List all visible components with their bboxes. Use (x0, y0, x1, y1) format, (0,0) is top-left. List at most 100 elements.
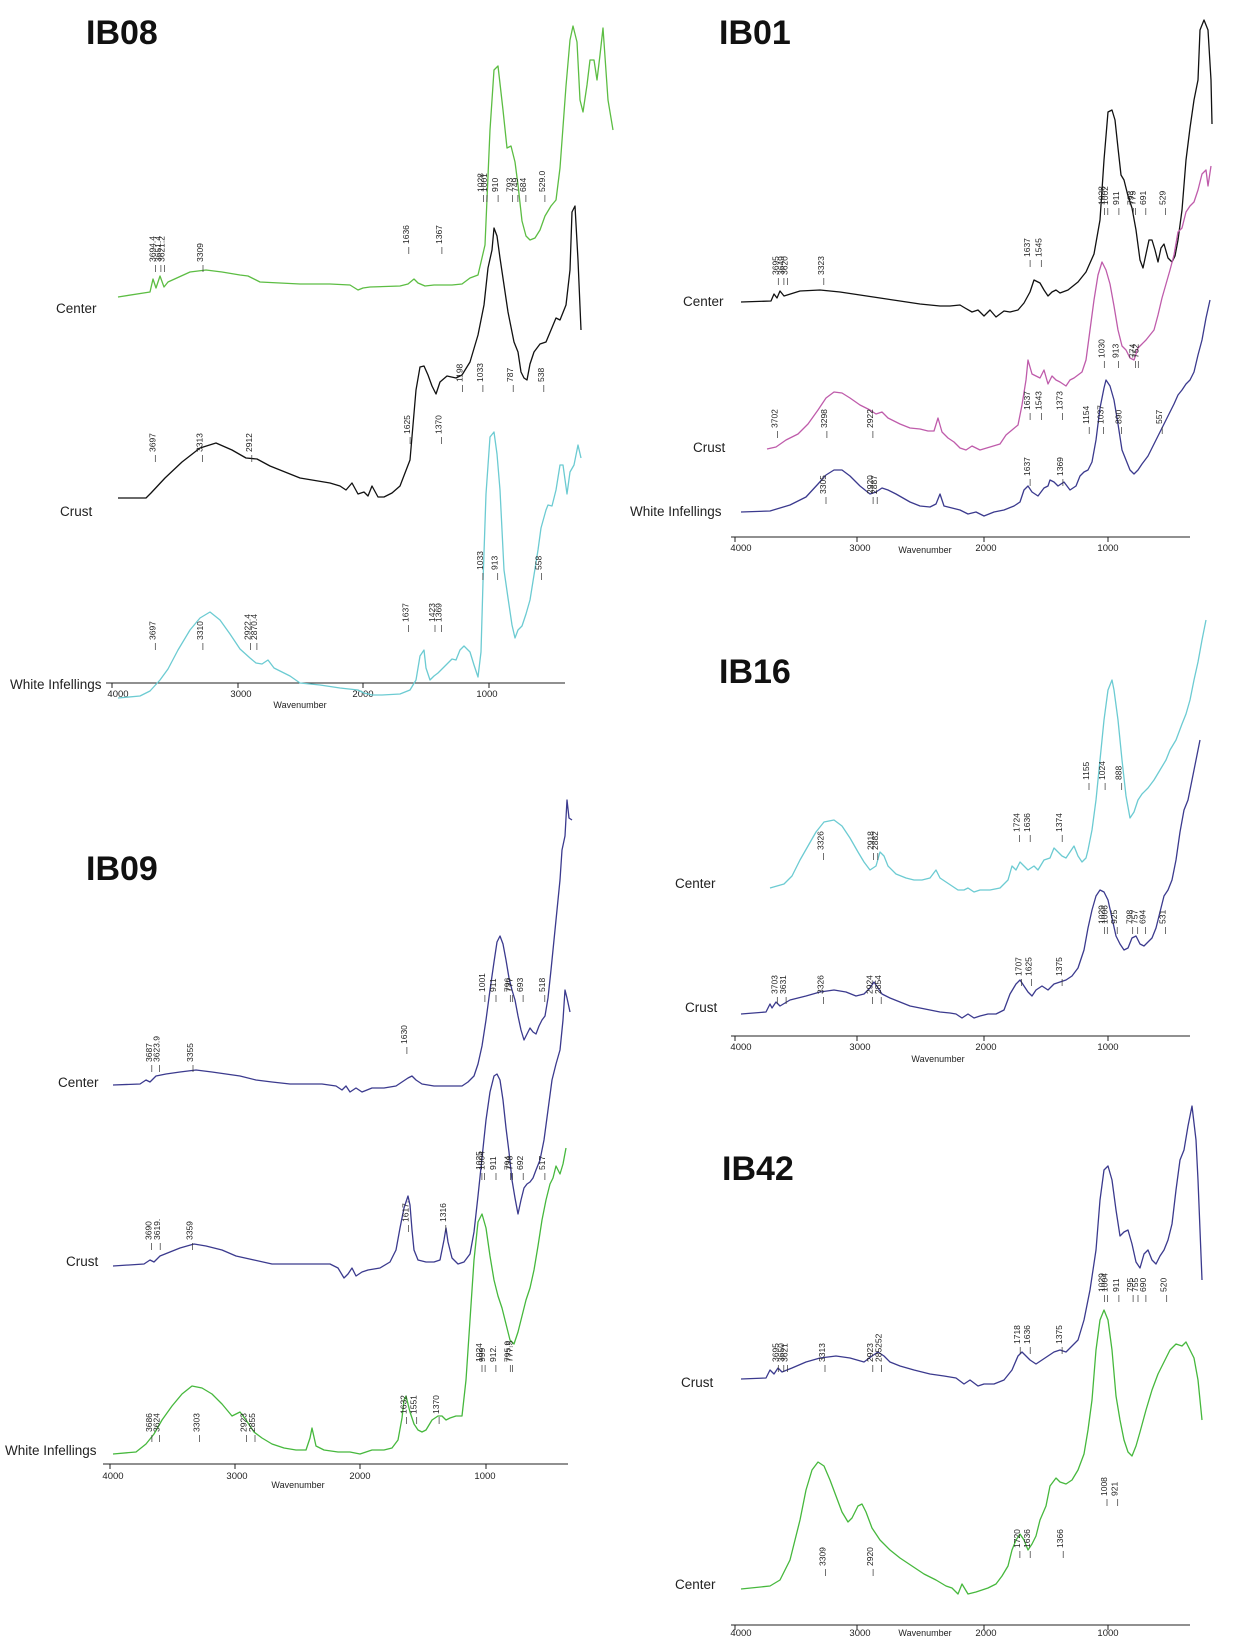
peak-label: 2870.4 (249, 614, 259, 640)
peak-label: 2924 (865, 975, 875, 994)
peak-label: 1029 (1097, 905, 1107, 924)
x-tick-label: 2000 (975, 1628, 996, 1637)
peak-label: 774 (1128, 344, 1138, 358)
x-axis: 4000 3000 2000 1000 Wavenumber (106, 682, 565, 710)
peak-label: 1637 (1022, 457, 1032, 476)
peak-label: 1370 (434, 415, 444, 434)
peak-label: 3313 (817, 1343, 827, 1362)
peak-label: 1037 (1096, 405, 1106, 424)
peak-label: 3690 (143, 1221, 153, 1240)
peak-label: 3687 (144, 1043, 154, 1062)
row-label: Center (675, 1577, 716, 1592)
peak-label: 1636 (1022, 1529, 1032, 1548)
peak-label: 775 (1128, 191, 1138, 205)
peak-label: 285252 (873, 1333, 883, 1362)
peak-label: 1029 (1097, 1273, 1107, 1292)
peak-label: 1636 (1022, 1325, 1032, 1344)
peak-label: 3310 (195, 621, 205, 640)
spectrum-crust (118, 205, 582, 499)
peak-label: 1375 (1054, 1325, 1064, 1344)
x-tick-label: 3000 (849, 1042, 870, 1053)
x-tick-label: 3000 (849, 1628, 870, 1637)
peak-label: 1630 (399, 1025, 409, 1044)
row-label: Crust (66, 1254, 99, 1269)
peak-label: 1316 (438, 1203, 448, 1222)
peak-label: 787 (505, 368, 515, 382)
x-tick-label: 3000 (849, 543, 870, 554)
peak-label: 518 (537, 978, 547, 992)
spectrum-crust (740, 1105, 1203, 1387)
row-label: White Infellings (630, 504, 722, 519)
peak-label: 3313 (195, 433, 205, 452)
peak-label: 3355 (185, 1043, 195, 1062)
peak-label: 3298 (819, 409, 829, 428)
spectrum-center (740, 1309, 1203, 1595)
peak-label: 1366 (1055, 1529, 1065, 1548)
peak-label: 3649 (776, 256, 786, 275)
peak-label: 3624 (152, 1413, 162, 1432)
peak-label: 2922.4 (243, 614, 253, 640)
panel-title: IB09 (86, 850, 158, 888)
peak-label: 1004 (1100, 1273, 1110, 1292)
x-tick-label: 3000 (230, 689, 251, 700)
peak-label: 911 (1111, 1278, 1121, 1292)
peak-label: 2920 (865, 1547, 875, 1566)
peak-label: 1636 (1022, 813, 1032, 832)
peak-label: 1707 (1014, 957, 1024, 976)
peak-label: 1024 (474, 1343, 484, 1362)
peak-label: 1028 (476, 173, 486, 192)
peak-label: 1724 (1011, 813, 1021, 832)
peak-label: 531 (1157, 910, 1167, 924)
peak-label: 2923 (239, 1413, 249, 1432)
peak-label: 1370 (431, 1395, 441, 1414)
peak-label: 921 (1110, 1482, 1120, 1496)
peak-label: 3703 (769, 975, 779, 994)
peak-label: 3695 (770, 1343, 780, 1362)
peak-label: 3621.2 (157, 236, 167, 262)
peak-label: 1024 (1097, 761, 1107, 780)
peak-label: 3697 (147, 621, 157, 640)
peak-label: 3305 (818, 475, 828, 494)
spectrum-white-infellings (117, 431, 582, 699)
peak-label: 793 (1125, 191, 1135, 205)
spectrum-crust (740, 739, 1201, 1019)
peak-label: 749 (510, 178, 520, 192)
panel-ib01: IB01 4000 3000 2000 1000 Wavenumber Cent… (630, 14, 1213, 555)
peak-label: 1369 (1055, 457, 1065, 476)
row-label: Crust (60, 504, 93, 519)
peak-label: 2854 (873, 975, 883, 994)
peak-label: 3326 (816, 831, 826, 850)
spectrum-crust (766, 165, 1212, 451)
peak-label: 1625 (402, 415, 412, 434)
peak-label: 2882 (870, 831, 880, 850)
peak-label: 693 (515, 978, 525, 992)
x-axis: 4000 3000 2000 1000 Wavenumber (102, 1463, 568, 1490)
peak-label: 1004 (477, 1151, 487, 1170)
peak-label: 691 (1138, 191, 1148, 205)
peak-label: 1545 (1033, 238, 1043, 257)
panel-ib16: IB16 4000 3000 2000 1000 Wavenumber Cent… (675, 619, 1207, 1064)
peak-label: 1008 (1099, 1477, 1109, 1496)
x-axis-label: Wavenumber (271, 1480, 324, 1490)
spectrum-white-infellings (740, 299, 1211, 517)
peak-label: 3650 (776, 1343, 786, 1362)
x-tick-label: 2000 (975, 1042, 996, 1053)
peak-label: 1033 (475, 551, 485, 570)
peak-label: 3309 (818, 1547, 828, 1566)
peak-label: 2923 (865, 1343, 875, 1362)
spectrum-crust (112, 989, 571, 1279)
peak-label: 1632 (399, 1395, 409, 1414)
x-tick-label: 4000 (730, 543, 751, 554)
x-tick-label: 4000 (730, 1628, 751, 1637)
x-tick-label: 3000 (226, 1471, 247, 1482)
row-label: White Infellings (5, 1443, 97, 1458)
row-label: White Infellings (10, 677, 102, 692)
panel-title: IB42 (722, 1150, 794, 1188)
peak-label: 911 (488, 1156, 498, 1170)
peak-label: 999 (477, 1348, 487, 1362)
peak-label: 3303 (191, 1413, 201, 1432)
peak-label: 794 (503, 1156, 513, 1170)
spectrum-center (117, 25, 614, 298)
x-tick-label: 1000 (1097, 1628, 1118, 1637)
